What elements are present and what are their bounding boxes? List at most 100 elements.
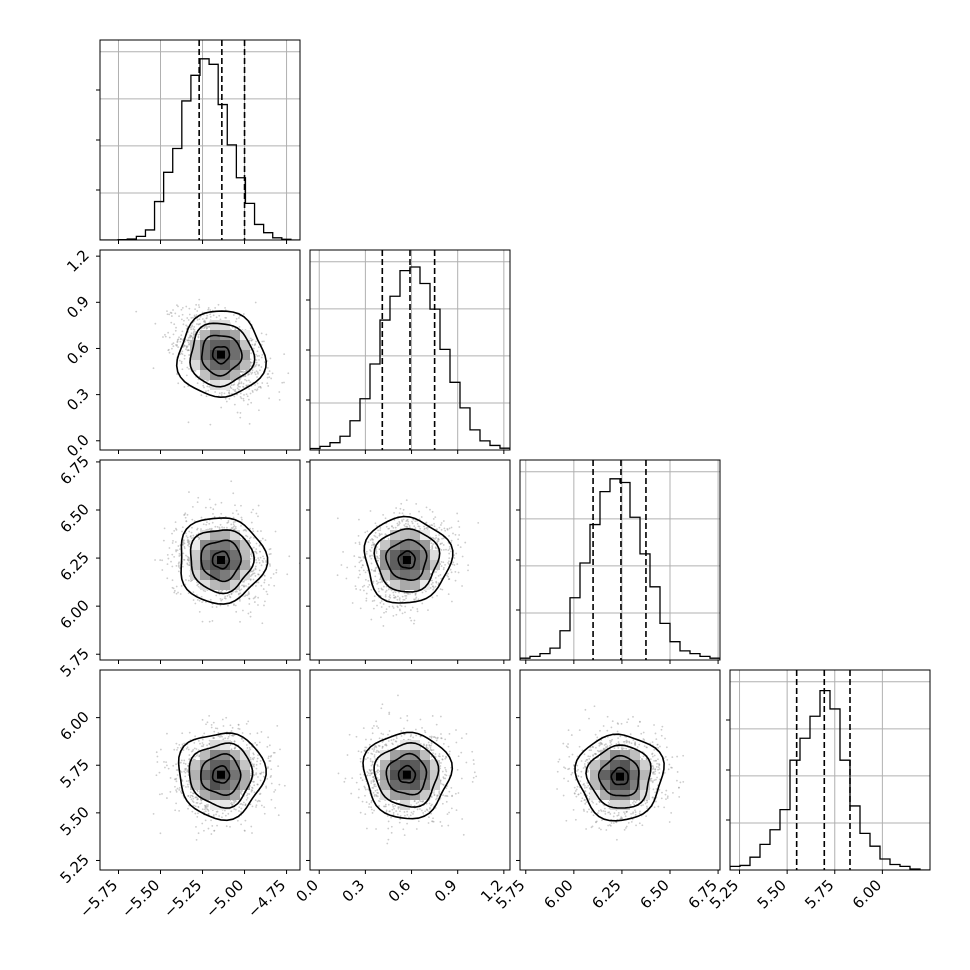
sample-point — [442, 568, 445, 571]
sample-point — [214, 391, 217, 393]
sample-point — [367, 580, 370, 582]
density-cell — [210, 350, 220, 360]
sample-point — [431, 581, 434, 584]
panel-content — [310, 250, 510, 450]
sample-point — [263, 581, 266, 584]
sample-point — [256, 388, 259, 390]
sample-point — [439, 574, 442, 576]
sample-point — [224, 397, 227, 400]
sample-point — [461, 585, 463, 587]
density-cell — [410, 570, 420, 580]
sample-point — [398, 512, 401, 515]
sample-point — [178, 315, 180, 318]
density-cell — [190, 540, 200, 550]
sample-point — [265, 333, 268, 336]
density-cell — [400, 570, 410, 580]
sample-point — [380, 616, 382, 619]
sample-point — [240, 371, 242, 373]
sample-point — [183, 319, 185, 322]
sample-point — [238, 379, 241, 382]
sample-point — [177, 570, 180, 573]
sample-point — [240, 823, 242, 826]
sample-point — [241, 584, 244, 587]
density-cell — [220, 560, 230, 570]
sample-point — [257, 573, 259, 576]
density-cell — [230, 560, 240, 570]
sample-point — [177, 562, 180, 565]
sample-point — [197, 496, 200, 499]
sample-point — [413, 622, 415, 625]
sample-point — [340, 564, 343, 566]
sample-point — [257, 596, 260, 599]
sample-point — [395, 613, 398, 616]
sample-point — [183, 770, 186, 773]
sample-point — [182, 749, 185, 751]
sample-point — [233, 740, 236, 743]
sample-point — [162, 336, 164, 338]
histogram-step-line — [520, 478, 720, 660]
sample-point — [240, 516, 243, 519]
sample-point — [220, 599, 223, 602]
sample-point — [190, 537, 193, 540]
sample-point — [190, 531, 193, 534]
panel-content — [520, 460, 720, 660]
sample-point — [192, 599, 195, 601]
sample-point — [371, 541, 374, 544]
sample-point — [358, 518, 360, 521]
panel-content — [100, 40, 300, 240]
sample-point — [187, 556, 190, 559]
sample-point — [260, 332, 263, 335]
sample-point — [248, 373, 251, 376]
density-cell — [220, 580, 230, 590]
sample-point — [430, 583, 433, 586]
sample-point — [241, 370, 244, 373]
panel-frame — [99, 249, 301, 451]
sample-point — [207, 389, 210, 392]
sample-point — [172, 764, 175, 767]
sample-point — [434, 546, 437, 549]
sample-point — [175, 742, 178, 745]
sample-point — [369, 555, 371, 558]
sample-point — [361, 585, 364, 588]
sample-point — [173, 748, 176, 751]
sample-point — [370, 588, 373, 591]
sample-point — [242, 382, 245, 385]
sample-point — [405, 499, 408, 502]
sample-point — [431, 596, 434, 599]
sample-point — [212, 721, 215, 724]
sample-point — [365, 597, 368, 600]
sample-point — [216, 526, 219, 528]
sample-point — [249, 381, 252, 384]
sample-point — [189, 326, 192, 329]
sample-point — [224, 595, 227, 598]
sample-point — [230, 480, 233, 483]
sample-point — [453, 554, 455, 557]
sample-point — [244, 370, 247, 373]
sample-point — [185, 520, 188, 523]
sample-point — [259, 550, 262, 553]
sample-point — [166, 310, 168, 313]
sample-point — [192, 337, 195, 340]
density-cell — [240, 340, 250, 350]
sample-point — [198, 298, 201, 301]
sample-point — [170, 321, 173, 324]
sample-point — [249, 337, 252, 340]
sample-point — [176, 774, 179, 776]
sample-point — [247, 398, 250, 401]
sample-point — [257, 557, 260, 559]
sample-point — [242, 801, 245, 804]
sample-point — [249, 611, 252, 614]
sample-point — [365, 599, 368, 602]
sample-point — [218, 392, 221, 395]
sample-point — [227, 392, 230, 394]
sample-point — [198, 318, 201, 321]
sample-point — [177, 545, 180, 547]
sample-point — [377, 587, 380, 590]
sample-point — [372, 580, 375, 583]
sample-point — [407, 520, 410, 523]
sample-point — [218, 526, 221, 529]
sample-point — [238, 326, 241, 328]
sample-point — [176, 787, 179, 790]
sample-point — [173, 323, 176, 326]
sample-point — [169, 791, 172, 793]
